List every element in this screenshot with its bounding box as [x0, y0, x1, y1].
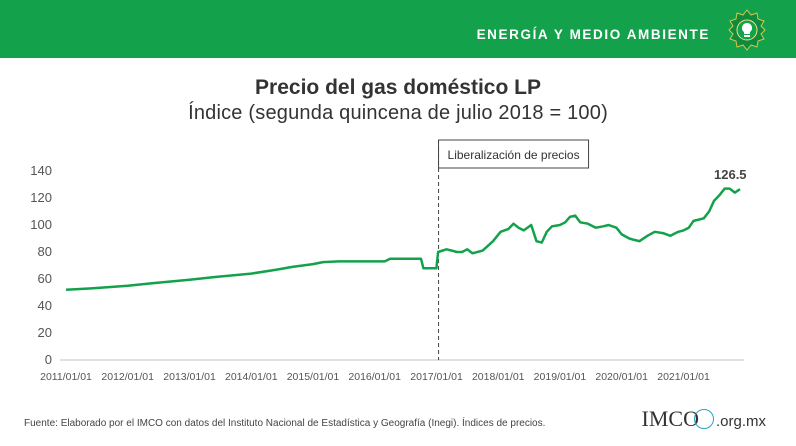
brand-circle-icon [693, 409, 714, 429]
y-tick-label: 0 [45, 352, 52, 367]
brand-name: IMCO [641, 406, 699, 431]
y-tick-label: 40 [38, 298, 52, 313]
liberalization-label-box [438, 139, 590, 169]
y-tick-label: 120 [30, 190, 52, 205]
chart-subtitle: Índice (segunda quincena de julio 2018 =… [188, 102, 608, 124]
y-tick-label: 60 [38, 271, 52, 286]
x-tick-label: 2014/01/01 [225, 371, 278, 383]
brand-domain: .org.mx [715, 413, 766, 430]
x-tick-label: 2018/01/01 [472, 371, 525, 383]
source-note: Fuente: Elaborado por el IMCO con datos … [24, 418, 546, 429]
lightbulb-emblem-icon [728, 9, 766, 51]
x-tick-label: 2020/01/01 [595, 371, 648, 383]
imco-brand: IMCO .org.mx [642, 406, 766, 432]
y-tick-label: 140 [30, 163, 52, 178]
y-tick-label: 80 [38, 244, 52, 259]
liberalization-label: Liberalización de precios [448, 148, 580, 162]
section-label: ENERGÍA Y MEDIO AMBIENTE [476, 27, 710, 42]
x-tick-label: 2019/01/01 [534, 371, 587, 383]
end-value-label: 126.5 [714, 167, 747, 182]
chart-title: Precio del gas doméstico LP [255, 76, 541, 99]
header-banner: ENERGÍA Y MEDIO AMBIENTE [0, 0, 796, 58]
x-tick-label: 2012/01/01 [101, 371, 154, 383]
series-line [65, 187, 741, 292]
y-tick-label: 20 [38, 325, 52, 340]
x-tick-label: 2011/01/01 [40, 371, 92, 383]
x-tick-label: 2013/01/01 [163, 371, 216, 383]
x-tick-label: 2021/01/01 [657, 371, 710, 383]
y-tick-label: 100 [30, 217, 52, 232]
x-tick-label: 2017/01/01 [410, 371, 463, 383]
x-tick-label: 2016/01/01 [348, 371, 401, 383]
x-tick-label: 2015/01/01 [287, 371, 340, 383]
